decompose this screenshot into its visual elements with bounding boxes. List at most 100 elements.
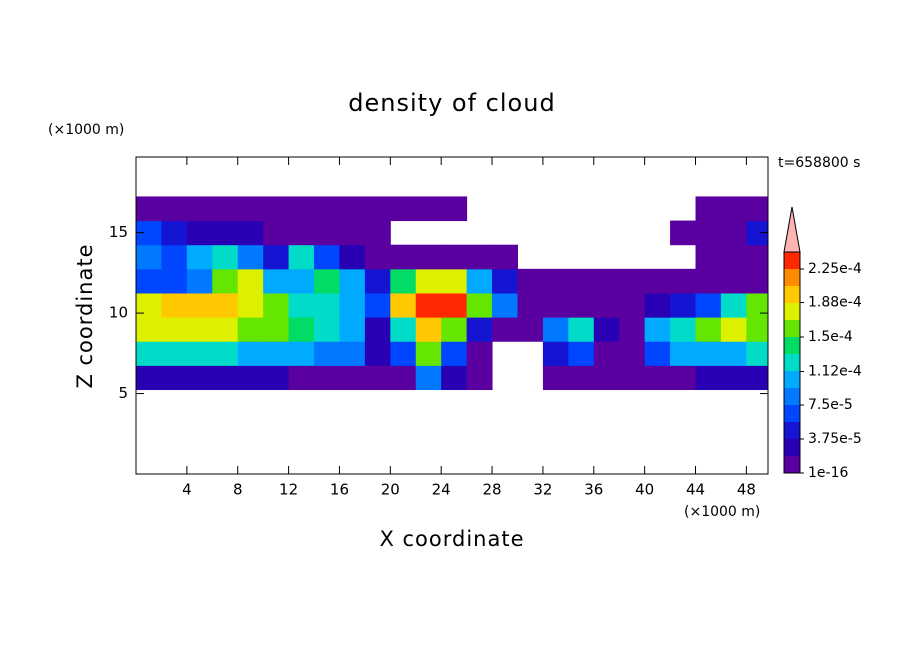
colorbar-band	[784, 456, 800, 473]
x-tick-label: 28	[483, 481, 502, 499]
colorbar-band	[784, 320, 800, 337]
contour-cell	[288, 292, 315, 318]
contour-cell	[136, 244, 162, 270]
y-unit: (×1000 m)	[48, 122, 124, 138]
contour-cell	[415, 244, 442, 270]
x-tick-label: 8	[233, 481, 243, 499]
contour-cell	[695, 365, 722, 391]
contour-cell	[466, 268, 493, 294]
contour-cell	[720, 317, 747, 342]
contour-cell	[364, 365, 391, 391]
contour-cell	[314, 196, 340, 222]
contour-cell	[237, 244, 264, 270]
contour-cell	[746, 268, 769, 294]
contour-cell	[644, 292, 671, 318]
y-axis-label: Z coordinate	[73, 243, 97, 388]
contour-cell	[593, 292, 620, 318]
x-unit: (×1000 m)	[684, 504, 760, 520]
contour-cell	[136, 341, 162, 366]
contour-cell	[288, 341, 315, 366]
contour-cell	[212, 292, 239, 318]
colorbar-band	[784, 303, 800, 320]
contour-cell	[568, 317, 595, 342]
contour-cell	[441, 196, 468, 222]
contour-cell	[644, 365, 671, 391]
contour-cell	[492, 268, 518, 294]
contour-cell	[441, 244, 468, 270]
x-axis-label: X coordinate	[379, 527, 524, 551]
contour-cell	[314, 292, 340, 318]
contour-cell	[288, 196, 315, 222]
x-tick-label: 24	[432, 481, 451, 499]
contour-cell	[492, 317, 518, 342]
x-tick-label: 12	[279, 481, 298, 499]
y-tick-label: 10	[109, 304, 128, 322]
x-tick-label: 16	[330, 481, 349, 499]
contour-cell	[695, 268, 722, 294]
contour-cell	[415, 317, 442, 342]
contour-cell	[466, 341, 493, 366]
contour-cell	[161, 365, 188, 391]
contour-cell	[542, 268, 569, 294]
contour-cell	[314, 220, 340, 246]
contour-cell	[186, 244, 213, 270]
contour-cell	[568, 292, 595, 318]
colorbar-tick-label: 7.5e-5	[808, 397, 853, 413]
contour-cell	[568, 268, 595, 294]
contour-cell	[263, 220, 290, 246]
contour-cell	[212, 341, 239, 366]
contour-cell	[339, 196, 366, 222]
contour-cell	[720, 220, 747, 246]
y-tick-label: 15	[109, 223, 128, 241]
x-tick-label: 36	[584, 481, 603, 499]
x-tick-label: 32	[533, 481, 552, 499]
contour-cell	[568, 341, 595, 366]
contour-cell	[161, 317, 188, 342]
contour-cell	[161, 244, 188, 270]
contour-cell	[619, 341, 646, 366]
contour-cell	[670, 341, 697, 366]
contour-cell	[339, 317, 366, 342]
contour-cell	[441, 292, 468, 318]
contour-cell	[670, 317, 697, 342]
contour-cell	[415, 341, 442, 366]
contour-cell	[746, 292, 769, 318]
colorbar-band	[784, 405, 800, 422]
x-tick-label: 20	[381, 481, 400, 499]
colorbar-band	[784, 422, 800, 439]
contour-cell	[619, 268, 646, 294]
contour-cell	[237, 220, 264, 246]
contour-cell	[339, 268, 366, 294]
contour-cell	[186, 220, 213, 246]
contour-cell	[364, 268, 391, 294]
plot-frame	[135, 156, 769, 475]
contour-cell	[237, 365, 264, 391]
colorbar-band	[784, 388, 800, 405]
contour-cell	[390, 341, 417, 366]
contour-cell	[746, 196, 769, 222]
contour-cell	[568, 365, 595, 391]
contour-cell	[746, 244, 769, 270]
contour-cell	[542, 365, 569, 391]
contour-cell	[466, 317, 493, 342]
colorbar-band	[784, 439, 800, 456]
contour-cell	[314, 365, 340, 391]
contour-cell	[542, 341, 569, 366]
contour-cell	[161, 220, 188, 246]
contour-cell	[466, 244, 493, 270]
contour-cell	[212, 365, 239, 391]
contour-cell	[186, 341, 213, 366]
contour-cell	[415, 365, 442, 391]
contour-cell	[339, 292, 366, 318]
contour-cell	[746, 220, 769, 246]
contour-cell	[186, 268, 213, 294]
contour-cell	[517, 317, 544, 342]
chart-title: density of cloud	[348, 89, 555, 117]
colorbar-tick-label: 1.88e-4	[808, 295, 862, 311]
contour-cell	[492, 292, 518, 318]
contour-cell	[364, 317, 391, 342]
contour-cell	[670, 220, 697, 246]
colorbar-band	[784, 286, 800, 303]
contour-cell	[136, 292, 162, 318]
contour-cell	[288, 268, 315, 294]
